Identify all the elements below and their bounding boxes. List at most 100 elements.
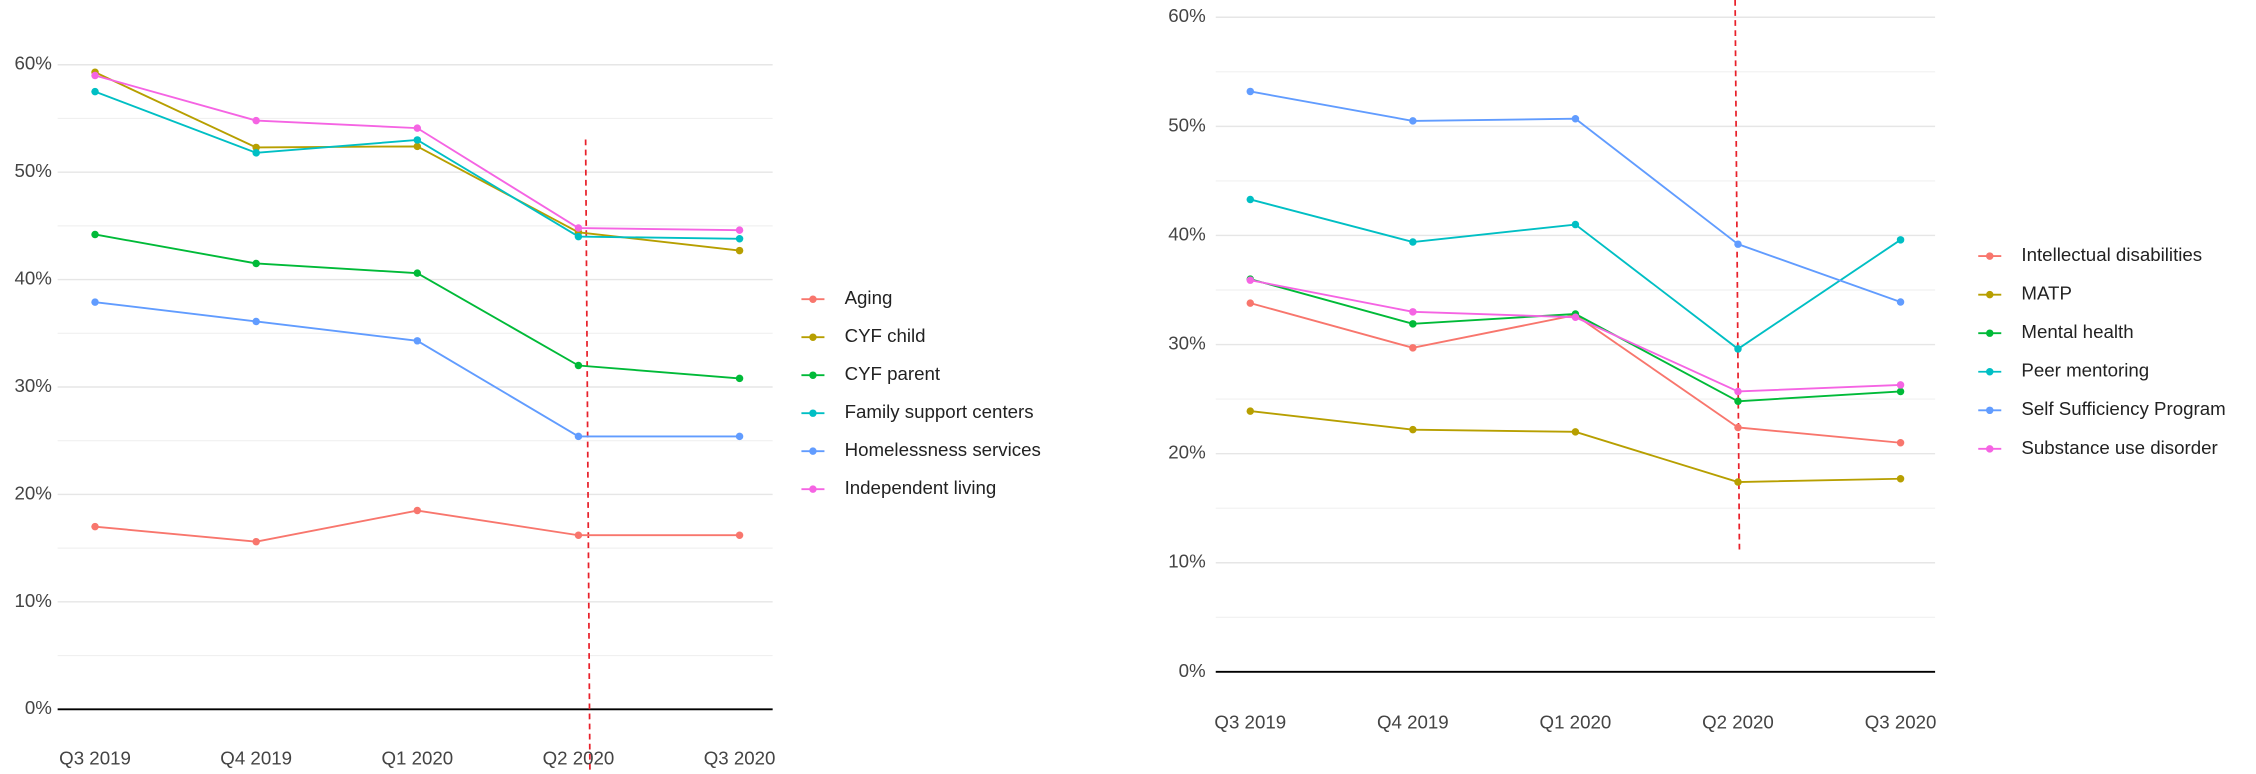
series-line [94,233,740,380]
data-point [252,116,260,125]
data-point [1896,236,1905,244]
legend-marker [1986,445,1994,453]
data-point [252,317,260,326]
legend-marker [1986,252,1994,260]
y-tick-label: 20% [1168,442,1205,463]
legend-marker [809,409,817,417]
data-point [735,226,744,234]
data-point [1246,299,1255,307]
legend-label: Self Sufficiency Program [2021,398,2225,419]
legend-label: Aging [845,287,893,308]
series-line [1250,90,1901,303]
x-tick-label: Q3 2019 [1214,712,1286,733]
y-tick-label: 60% [14,53,51,74]
data-point [413,269,422,277]
legend-label: Mental health [2021,321,2133,342]
data-point [413,506,422,515]
y-tick-label: 10% [14,590,51,611]
data-point [91,522,99,531]
data-point [1571,114,1580,123]
data-point [1409,425,1417,434]
x-tick-label: Q1 2020 [1540,712,1612,733]
x-tick-label: Q4 2019 [1377,712,1449,733]
data-point [1246,276,1255,284]
data-point [574,361,583,370]
data-point [735,374,744,383]
data-point [1409,238,1417,246]
data-point [1896,439,1905,447]
x-tick-label: Q3 2020 [1865,712,1937,733]
data-point [1896,475,1905,483]
data-point [413,124,422,132]
data-point [413,136,422,144]
data-point [1246,87,1255,96]
data-point [1734,240,1742,248]
data-point [1571,428,1580,436]
data-point [1571,220,1580,229]
data-point [1896,298,1905,306]
legend-label: CYF child [845,325,926,346]
data-point [252,537,260,546]
data-point [574,432,583,441]
data-point [91,71,99,80]
data-point [1409,117,1417,125]
data-point [1571,313,1580,322]
legend-marker [1986,329,1994,337]
series-line [94,90,740,240]
legend-marker [809,295,817,303]
series-line [94,509,740,543]
y-tick-label: 30% [1168,332,1205,353]
data-point [252,259,260,268]
data-point [1734,478,1742,486]
data-point [574,232,583,241]
y-tick-label: 40% [1168,223,1205,244]
data-point [252,149,260,157]
legend-marker [809,485,817,493]
data-point [735,531,744,539]
data-point [413,337,422,345]
series-line [1250,410,1901,483]
data-point [1409,320,1417,328]
x-tick-label: Q1 2020 [381,748,453,769]
y-tick-label: 30% [14,375,51,396]
data-point [91,230,99,239]
legend-marker [809,371,817,379]
data-point [735,246,744,255]
legend-marker [1986,290,1994,299]
data-point [413,142,422,151]
reference-line [584,139,591,774]
data-point [1409,308,1417,316]
data-point [1896,387,1905,396]
series-line [1250,278,1901,403]
data-point [1734,423,1742,432]
x-tick-label: Q4 2019 [220,748,292,769]
y-tick-label: 40% [14,268,51,289]
data-point [91,298,99,306]
data-point [1734,345,1742,353]
y-tick-label: 20% [14,482,51,503]
y-tick-label: 50% [14,160,51,181]
data-point [1896,381,1905,389]
legend-marker [809,447,817,455]
data-point [1409,344,1417,352]
series-line [1250,279,1901,393]
data-point [252,143,260,152]
data-point [574,224,583,232]
data-point [574,531,583,539]
legend-label: MATP [2021,283,2072,304]
legend-label: Intellectual disabilities [2021,244,2202,265]
legend-label: Peer mentoring [2021,360,2149,381]
x-tick-label: Q2 2020 [1702,712,1774,733]
data-point [91,87,99,96]
data-point [1734,387,1742,396]
x-tick-label: Q3 2020 [704,748,776,769]
series-line [94,74,740,232]
data-point [1246,195,1255,204]
y-tick-label: 0% [25,697,52,718]
y-tick-label: 60% [1168,5,1205,26]
data-point [735,235,744,243]
data-point [735,432,744,441]
legend-marker [809,333,817,341]
